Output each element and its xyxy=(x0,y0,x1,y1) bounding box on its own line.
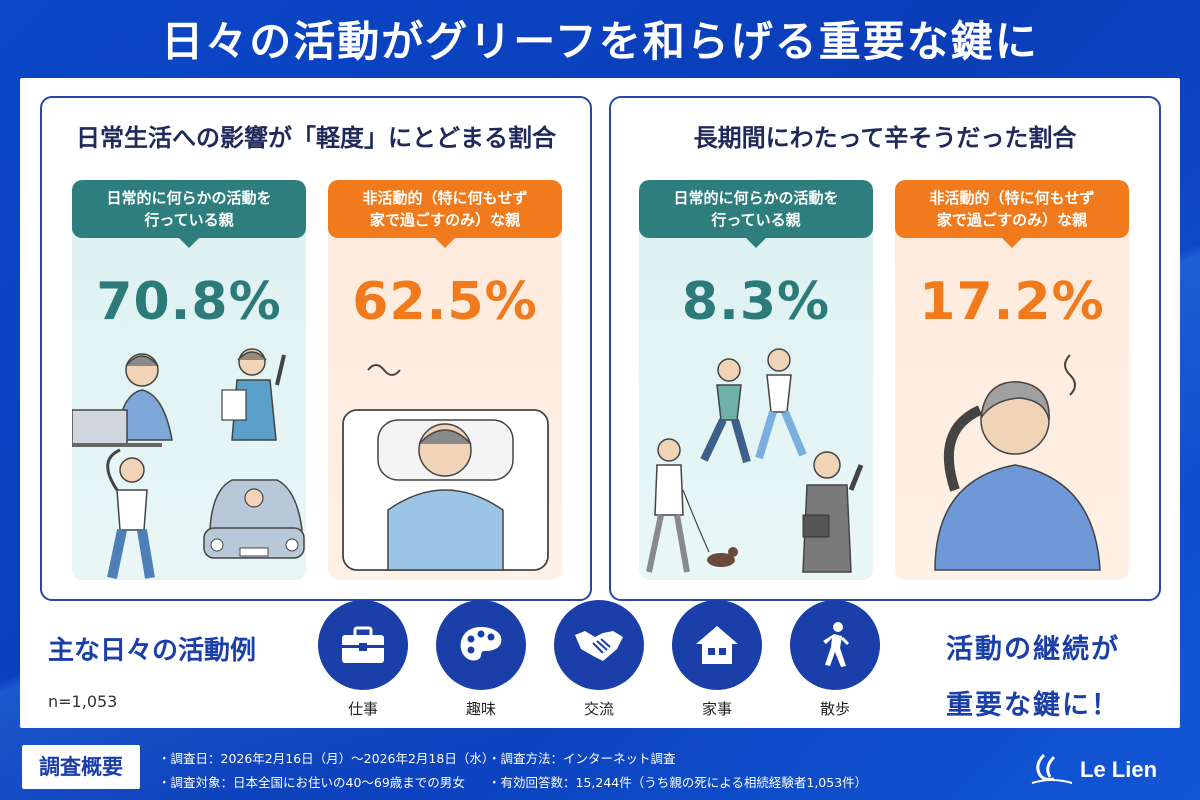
mild-active-value: 70.8% xyxy=(96,272,282,332)
palette-icon xyxy=(436,600,526,690)
mild-active-column: 日常的に何らかの活動を 行っている親 70.8% xyxy=(72,180,306,580)
mild-inactive-column: 非活動的（特に何もせず 家で過ごすのみ）な親 62.5% xyxy=(328,180,562,580)
prolonged-inactive-column: 非活動的（特に何もせず 家で過ごすのみ）な親 17.2% xyxy=(895,180,1129,580)
activity-social-label: 交流 xyxy=(583,700,614,718)
prolonged-active-value: 8.3% xyxy=(681,272,831,332)
working-people-illustration xyxy=(72,348,305,580)
mild-inactive-label-text: 非活動的（特に何もせず 家で過ごすのみ）な親 xyxy=(362,189,528,229)
prolonged-active-label-text: 日常的に何らかの活動を 行っている親 xyxy=(673,189,839,229)
prolonged-inactive-label: 非活動的（特に何もせず 家で過ごすのみ）な親 xyxy=(895,180,1129,248)
handshake-icon xyxy=(554,600,644,690)
prolonged-inactive-value: 17.2% xyxy=(919,272,1105,332)
brand-mark-icon xyxy=(1031,753,1073,784)
brand-name: Le Lien xyxy=(1080,757,1158,782)
activities-heading: 主な日々の活動例 xyxy=(48,636,257,666)
main-panel: 日常生活への影響が「軽度」にとどまる割合 日常的に何らかの活動を 行っている親 … xyxy=(20,78,1180,728)
sample-size: n=1,053 xyxy=(48,692,118,711)
activity-hobby: 趣味 xyxy=(436,600,526,719)
prolonged-active-column: 日常的に何らかの活動を 行っている親 8.3% xyxy=(639,180,873,580)
page-title: 日々の活動がグリーフを和らげる重要な鍵に xyxy=(161,17,1039,66)
survey-method: ・調査方法：インターネット調査 xyxy=(488,751,676,766)
activity-work: 仕事 xyxy=(318,600,408,719)
survey-date: ・調査日：2026年2月16日（月）～2026年2月18日（水） xyxy=(158,751,495,766)
prolonged-grief-title: 長期間にわたって辛そうだった割合 xyxy=(693,124,1077,152)
mild-active-label-text: 日常的に何らかの活動を 行っている親 xyxy=(106,189,272,229)
brand-logo: Le Lien xyxy=(1030,750,1190,790)
cta-line-2: 重要な鍵に！ xyxy=(946,690,1120,721)
mild-inactive-label: 非活動的（特に何もせず 家で過ごすのみ）な親 xyxy=(328,180,562,248)
survey-target: ・調査対象：日本全国にお住いの40～69歳までの男女 xyxy=(158,775,465,790)
troubled-woman-illustration xyxy=(934,354,1101,571)
activity-walk: 散歩 xyxy=(790,600,880,719)
activity-walk-label: 散歩 xyxy=(819,700,850,718)
prolonged-active-label: 日常的に何らかの活動を 行っている親 xyxy=(639,180,873,248)
prolonged-grief-card: 長期間にわたって辛そうだった割合 日常的に何らかの活動を 行っている親 8.3% xyxy=(609,96,1161,601)
cta-line-1: 活動の継続が xyxy=(946,634,1120,665)
mild-inactive-value: 62.5% xyxy=(352,272,538,332)
mild-active-label: 日常的に何らかの活動を 行っている親 xyxy=(72,180,306,248)
survey-overview-tag: 調査概要 xyxy=(22,745,140,789)
lying-in-bed-illustration xyxy=(342,364,549,571)
briefcase-icon xyxy=(318,600,408,690)
house-icon xyxy=(672,600,762,690)
mild-impact-card: 日常生活への影響が「軽度」にとどまる割合 日常的に何らかの活動を 行っている親 … xyxy=(40,96,592,601)
walking-icon xyxy=(790,600,880,690)
activity-social: 交流 xyxy=(554,600,644,719)
call-to-action: 活動の継続が 重要な鍵に！ xyxy=(908,622,1158,734)
survey-count: ・有効回答数：15,244件（うち親の死による相続経験者1,053件） xyxy=(488,775,868,790)
activity-hobby-label: 趣味 xyxy=(465,700,496,718)
mild-impact-title: 日常生活への影響が「軽度」にとどまる割合 xyxy=(76,124,556,152)
activity-work-label: 仕事 xyxy=(347,700,378,718)
activity-housework-label: 家事 xyxy=(701,700,732,718)
active-people-illustration xyxy=(646,348,864,573)
activity-housework: 家事 xyxy=(672,600,762,719)
prolonged-inactive-label-text: 非活動的（特に何もせず 家で過ごすのみ）な親 xyxy=(929,189,1095,229)
